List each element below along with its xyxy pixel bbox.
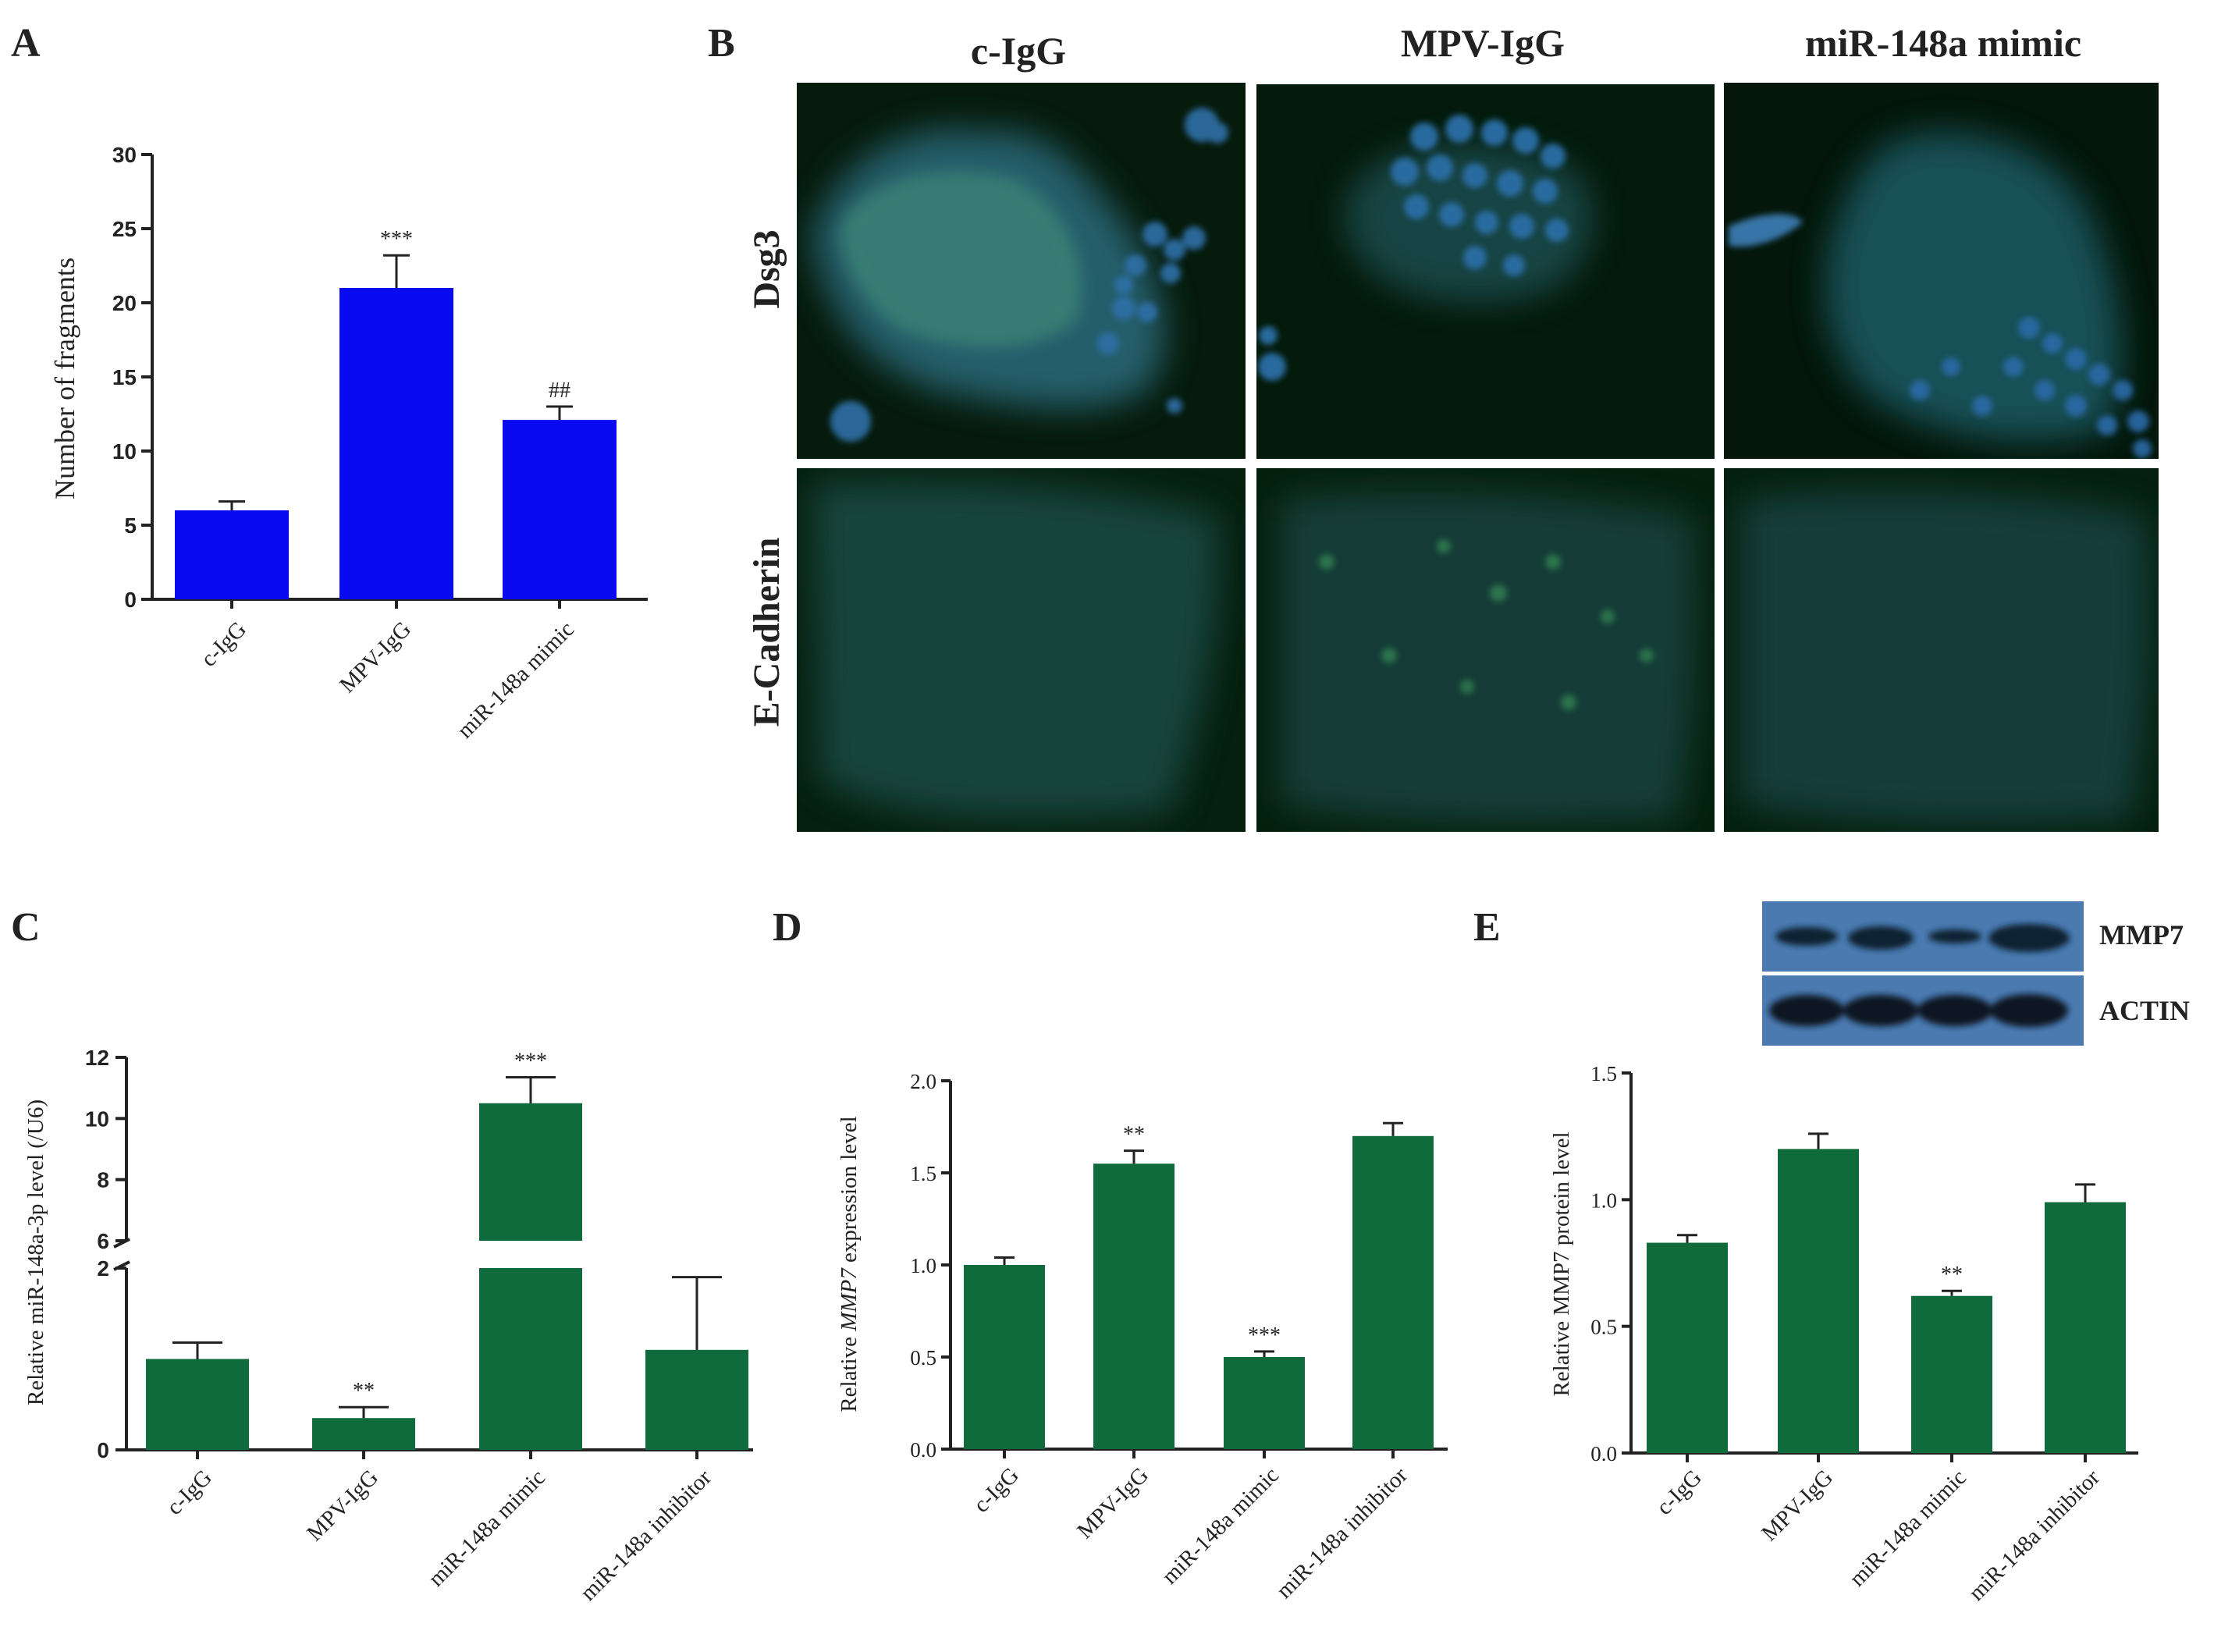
category-label: MPV-IgG bbox=[302, 1465, 383, 1546]
micrograph-grid: c-IgG MPV-IgG miR-148a mimic Dsg3 E-Cadh… bbox=[746, 21, 2159, 832]
y-tick-label: 0 bbox=[97, 1438, 109, 1462]
y-tick-label: 0 bbox=[124, 588, 137, 612]
chart-c: 0 2 6 8 10 12 c-IgG ** MPV-IgG *** miR-148a mimic m… bbox=[23, 1046, 753, 1606]
y-tick-label: 5 bbox=[124, 513, 137, 538]
micrograph-dsg3-mpv-igg bbox=[1256, 84, 1715, 459]
y-axis-label-gene: MMP7 bbox=[837, 1267, 862, 1332]
y-axis-label-part: expression level bbox=[837, 1116, 862, 1268]
y-tick-label: 1.0 bbox=[910, 1254, 936, 1277]
y-tick-label: 0.5 bbox=[1590, 1316, 1617, 1339]
blot-label-actin: ACTIN bbox=[2099, 995, 2190, 1026]
bar-mir-148a-mimic-upper bbox=[479, 1103, 582, 1241]
y-tick-label: 0.0 bbox=[1590, 1442, 1617, 1465]
significance-label: ## bbox=[549, 378, 570, 403]
bar-mir-148a-inhibitor bbox=[645, 1349, 748, 1450]
micrograph-ecadherin-mpv-igg bbox=[1256, 468, 1715, 832]
y-axis-label-part: Relative bbox=[837, 1331, 862, 1412]
micrograph-dsg3-c-igg bbox=[797, 83, 1246, 459]
category-label: MPV-IgG bbox=[335, 616, 416, 698]
panel-label-a: A bbox=[11, 21, 41, 66]
panel-label-d: D bbox=[773, 905, 802, 950]
significance-label: ** bbox=[1123, 1123, 1145, 1147]
bar-mpv-igg bbox=[1778, 1149, 1859, 1453]
bar-mir-148a-inhibitor bbox=[2045, 1202, 2126, 1453]
column-header-mir148a-mimic: miR-148a mimic bbox=[1805, 21, 2081, 65]
y-tick-label: 1.5 bbox=[1590, 1062, 1617, 1085]
bar-c-igg bbox=[1647, 1242, 1728, 1453]
chart-d: 0.0 0.5 1.0 1.5 2.0 c-IgG ** MPV-IgG *** miR-148a… bbox=[837, 1070, 1448, 1604]
y-tick-label: 15 bbox=[112, 365, 137, 389]
category-label: MPV-IgG bbox=[1757, 1465, 1838, 1546]
row-header-dsg3: Dsg3 bbox=[746, 229, 787, 308]
significance-label: *** bbox=[514, 1049, 547, 1073]
axis-break-mark bbox=[113, 1238, 130, 1249]
column-header-mpv-igg: MPV-IgG bbox=[1401, 21, 1565, 65]
category-label: miR-148a inhibitor bbox=[576, 1465, 717, 1606]
panel-label-c: C bbox=[11, 905, 41, 950]
y-tick-label: 10 bbox=[112, 439, 137, 464]
bar-mir-148a-mimic bbox=[1224, 1357, 1305, 1449]
category-label: MPV-IgG bbox=[1072, 1462, 1153, 1544]
y-tick-label: 20 bbox=[112, 291, 137, 315]
category-label: miR-148a mimic bbox=[1845, 1465, 1971, 1591]
micrograph-dsg3-mir148a-mimic bbox=[1724, 83, 2159, 459]
category-label: c-IgG bbox=[1651, 1465, 1706, 1519]
significance-label: ** bbox=[1941, 1263, 1963, 1287]
bar-mpv-igg bbox=[339, 288, 453, 599]
y-tick-label: 10 bbox=[85, 1107, 109, 1131]
bar-mir-148a-mimic bbox=[1911, 1295, 1992, 1453]
y-tick-label: 25 bbox=[112, 217, 137, 241]
bar-c-igg bbox=[175, 510, 289, 599]
micrograph-ecadherin-c-igg bbox=[797, 468, 1246, 832]
significance-label: *** bbox=[1248, 1323, 1281, 1348]
row-header-e-cadherin: E-Cadherin bbox=[746, 538, 787, 727]
chart-a: 0 5 10 15 20 25 30 c-IgG *** MPV-IgG ## miR-148a mi… bbox=[49, 143, 648, 743]
y-tick-label: 0.5 bbox=[910, 1346, 936, 1370]
y-tick-label: 30 bbox=[112, 143, 137, 167]
chart-e: 0.0 0.5 1.0 1.5 c-IgG MPV-IgG ** miR-148a mimic… bbox=[1549, 1062, 2138, 1606]
category-label: miR-148a inhibitor bbox=[1272, 1462, 1413, 1604]
y-axis-label: Number of fragments bbox=[49, 258, 80, 499]
y-tick-label: 6 bbox=[97, 1229, 109, 1253]
category-label: c-IgG bbox=[968, 1462, 1023, 1517]
y-tick-label: 2.0 bbox=[910, 1070, 936, 1093]
significance-label: ** bbox=[353, 1379, 375, 1403]
bar-mir-148a-mimic bbox=[503, 420, 617, 599]
y-axis-label: Relative MMP7 expression level bbox=[837, 1116, 862, 1412]
category-label: miR-148a mimic bbox=[453, 616, 579, 743]
bar-c-igg bbox=[146, 1359, 249, 1450]
bar-mpv-igg bbox=[312, 1418, 415, 1450]
bar-mir-148a-mimic-lower bbox=[479, 1268, 582, 1450]
western-blot: MMP7 ACTIN bbox=[1762, 901, 2190, 1046]
bar-mir-148a-inhibitor bbox=[1352, 1135, 1434, 1449]
significance-label: *** bbox=[380, 227, 413, 251]
category-label: miR-148a mimic bbox=[1157, 1462, 1284, 1589]
category-label: c-IgG bbox=[162, 1465, 216, 1519]
category-label: c-IgG bbox=[196, 616, 251, 671]
panel-label-b: B bbox=[708, 21, 735, 66]
bar-c-igg bbox=[964, 1265, 1045, 1449]
micrograph-ecadherin-mir148a-mimic bbox=[1724, 468, 2159, 832]
y-tick-label: 1.0 bbox=[1590, 1188, 1617, 1212]
y-tick-label: 2 bbox=[97, 1256, 109, 1281]
y-axis-label: Relative MMP7 protein level bbox=[1549, 1132, 1574, 1396]
y-tick-label: 8 bbox=[97, 1168, 109, 1192]
blot-label-mmp7: MMP7 bbox=[2099, 919, 2184, 950]
y-tick-label: 12 bbox=[85, 1046, 109, 1070]
panel-label-e: E bbox=[1473, 905, 1501, 950]
column-header-c-igg: c-IgG bbox=[971, 29, 1066, 73]
y-tick-label: 0.0 bbox=[910, 1438, 936, 1462]
bar-mpv-igg bbox=[1093, 1164, 1175, 1449]
y-tick-label: 1.5 bbox=[910, 1162, 936, 1185]
y-axis-label: Relative miR-148a-3p level (/U6) bbox=[23, 1100, 48, 1405]
category-label: miR-148a inhibitor bbox=[1964, 1465, 2106, 1606]
category-label: miR-148a mimic bbox=[424, 1465, 550, 1591]
